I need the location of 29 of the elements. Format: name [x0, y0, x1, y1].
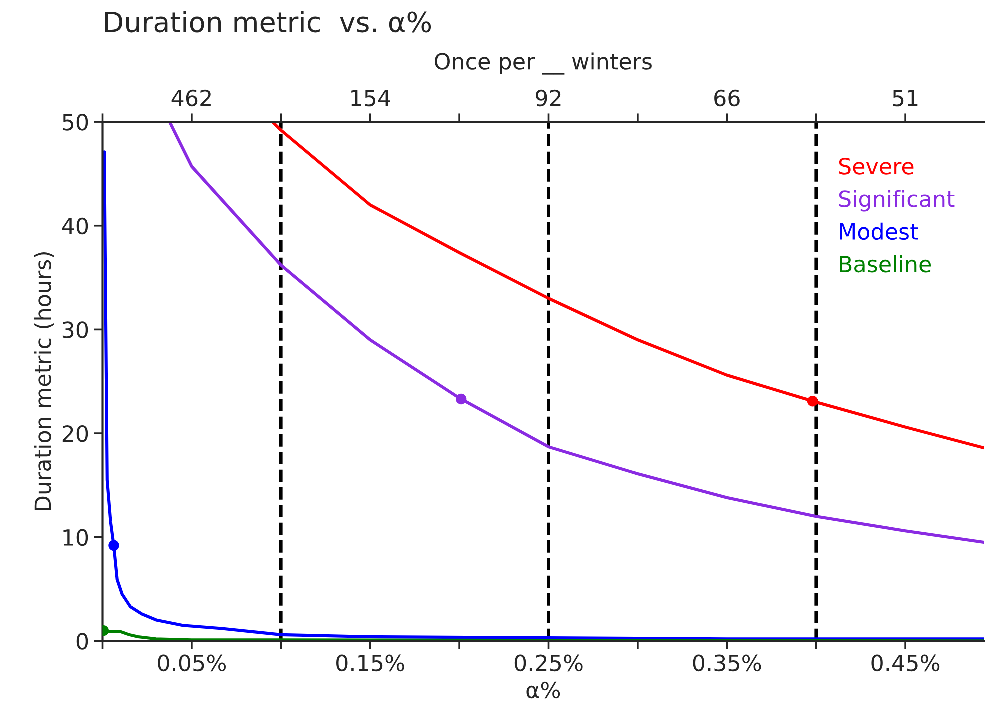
y-tick-label: 10 [64, 529, 88, 546]
y-tick-label: 50 [62, 114, 88, 131]
point [807, 396, 818, 407]
annotation: 51 [893, 90, 918, 107]
x-tick-label: 0.35% [693, 654, 762, 672]
y-axis-title: Duration metric (hours) [34, 252, 54, 510]
x-tick-label: 0.15% [336, 654, 404, 672]
x-tick-label: 0.05% [158, 654, 226, 672]
annotation: 66 [714, 90, 740, 107]
text: Significant [839, 190, 955, 212]
line-series [168, 122, 984, 544]
x2-axis-title: Once per __ winters [434, 52, 652, 75]
text: Severe [839, 158, 914, 175]
y-tick-label: 40 [62, 218, 88, 235]
x-axis-title: α% [526, 682, 560, 699]
annotation: 462 [172, 90, 211, 107]
point [108, 540, 120, 552]
line-series [271, 122, 984, 450]
text: Modest [840, 222, 918, 240]
annotation: 92 [536, 90, 561, 107]
y-tick-label: 20 [62, 425, 88, 442]
chart-title: Duration metric vs. α% [105, 11, 432, 33]
annotation: 154 [352, 90, 390, 107]
x-tick-label: 0.25% [514, 654, 583, 672]
y-tick-label: 0 [76, 633, 88, 650]
x-tick-label: 0.45% [872, 654, 940, 672]
y-tick-label: 30 [62, 322, 88, 338]
point [456, 394, 467, 405]
text: Baseline [840, 255, 931, 273]
